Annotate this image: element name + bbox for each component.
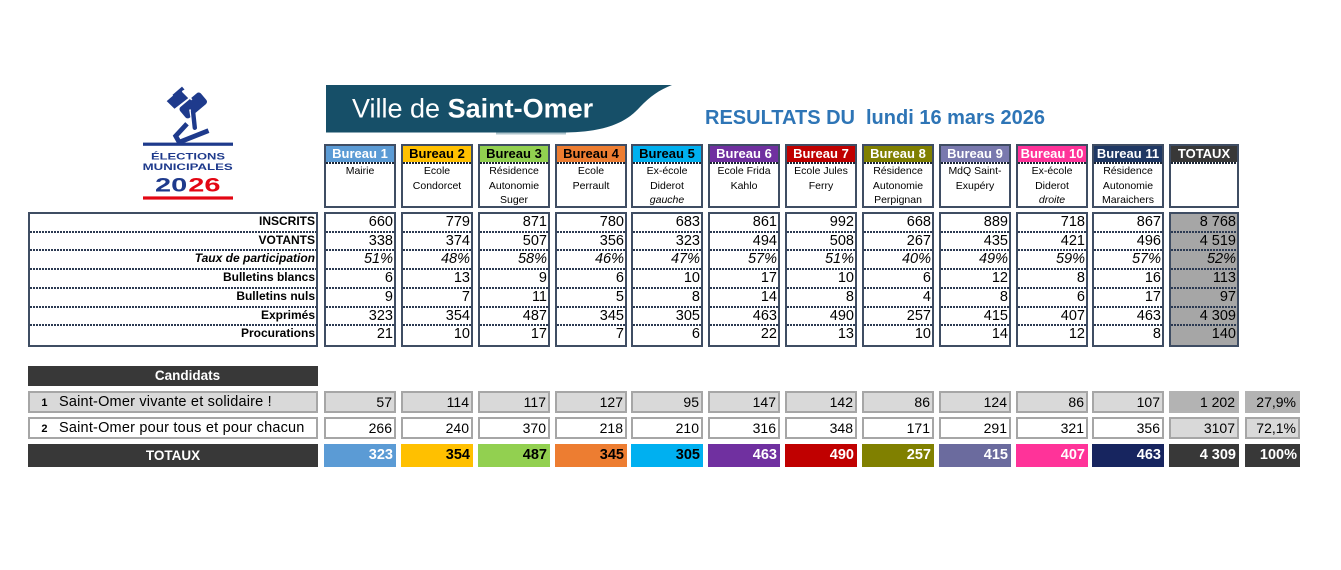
svg-text:Ville de Saint-Omer: Ville de Saint-Omer [352, 94, 594, 124]
svg-text:MUNICIPALES: MUNICIPALES [143, 162, 233, 172]
svg-text:26: 26 [188, 174, 220, 196]
svg-text:20: 20 [155, 174, 187, 196]
svg-text:ÉLECTIONS: ÉLECTIONS [151, 151, 225, 161]
